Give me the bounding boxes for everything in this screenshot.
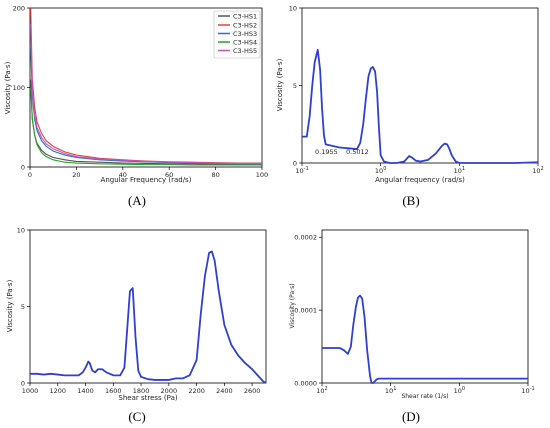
legend-label-c3-hs1: C3-HS1 [233,12,257,20]
panel-a-ytick-label: 200 [13,4,25,12]
panel-c-ytick-label: 10 [17,226,25,234]
panel-c-xlabel: Shear stress (Pa) [118,394,177,402]
panel-d-ytick-label: 0.0002 [294,234,317,242]
panel-b-series-line [302,48,539,164]
panel-c-plot-area [29,229,267,384]
panel-b-xtick-label: 100 [375,166,386,175]
panel-c-xtick-label: 1200 [49,387,66,395]
panel-d-xlabel: Shear rate (1/s) [401,393,448,400]
series-line-c3-hs5 [30,23,262,164]
panel-b-xtick-label: 10-1 [295,166,308,175]
panel-a-xtick-label: 40 [119,171,127,179]
panel-b-xtick-label: 101 [454,166,465,175]
panel-d-ytick-label: 0.0000 [294,379,317,387]
panel-b-ylabel: Viscosity (Pa·s) [276,58,284,111]
panel-label-b: (B) [402,193,419,208]
panel-a-xtick-label: 100 [256,171,268,179]
panel-c-xtick-label: 1000 [22,387,39,395]
panel-c-xtick-label: 2600 [244,387,261,395]
panel-b-xtick-label: 102 [532,166,543,175]
panel-c-xtick-label: 1800 [133,387,150,395]
panel-c-ytick-label: 5 [21,303,25,311]
panel-d-xtick-label: 100 [454,386,465,395]
panel-c-xtick-label: 1400 [77,387,94,395]
panel-c-xtick-label: 2400 [216,387,233,395]
panel-c-xtick-label: 2200 [188,387,205,395]
panel-c-ytick-label: 0 [21,379,25,387]
panel-a-ylabel: Viscosity (Pa·s) [4,61,12,114]
legend-label-c3-hs5: C3-HS5 [233,47,257,55]
panel-b-annotation-peak1: 0.1955 [315,148,338,156]
panel-c-xtick-label: 2000 [161,387,178,395]
panel-d-series-line [322,294,528,384]
panel-a-xtick-label: 60 [165,171,173,179]
series-line-c3-hs4 [30,87,262,166]
panel-d-xtick-label: 10-1 [521,386,534,395]
panel-label-d: (D) [402,409,420,424]
panel-c-xtick-label: 1600 [105,387,122,395]
legend-label-c3-hs3: C3-HS3 [233,30,257,38]
series-line-c3-hs3 [30,47,262,165]
panel-label-c: (C) [128,409,145,424]
panel-label-a: (A) [128,193,146,208]
panel-d-ytick-label: 0.0001 [294,306,317,314]
panel-b-ytick-label: 10 [289,4,297,12]
panel-b-ytick-label: 0 [293,159,297,167]
legend-label-c3-hs4: C3-HS4 [233,38,257,46]
panel-a-xtick-label: 20 [72,171,80,179]
panel-a-xtick-label: 80 [211,171,219,179]
panel-c-ylabel: Viscosity (Pa·s) [6,279,14,332]
panel-a-legend: C3-HS1 C3-HS2 C3-HS3 C3-HS4 C3-HS5 [213,10,261,59]
panel-c-series-line [30,250,267,384]
panel-b-xlabel: Angular frequency (rad/s) [375,176,465,184]
panel-b-plot-area [301,7,539,164]
panel-d-xtick-label: 101 [385,386,396,395]
panel-d-plot-area [321,229,529,384]
panel-d-ylabel: Viscosity (Pa·s) [289,283,296,328]
panel-d-xtick-label: 102 [316,386,327,395]
panel-a-xtick-label: 0 [28,171,32,179]
legend-label-c3-hs2: C3-HS2 [233,21,257,29]
panel-a-xlabel: Angular Frequency (rad/s) [101,176,192,184]
panel-b-ytick-label: 5 [293,82,297,90]
panel-b-annotation-peak2: 0.5012 [346,148,369,156]
panel-a-ytick-label: 100 [13,84,25,92]
panel-a-ytick-label: 0 [21,163,25,171]
